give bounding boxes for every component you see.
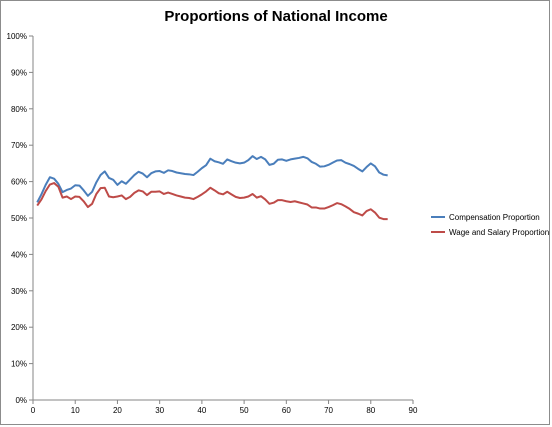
legend-label: Wage and Salary Proportion	[449, 228, 549, 237]
x-tick-label: 0	[31, 406, 36, 415]
x-tick-label: 20	[113, 406, 122, 415]
x-tick-label: 10	[71, 406, 80, 415]
x-tick-label: 60	[282, 406, 291, 415]
axes	[32, 36, 413, 401]
y-axis-ticks: 0% 10% 20% 30% 40% 50% 60% 70% 80% 90% 100%	[7, 32, 33, 405]
y-tick-label: 0%	[15, 396, 27, 405]
legend: Compensation Proportion Wage and Salary P…	[431, 213, 549, 237]
y-tick-label: 30%	[11, 287, 27, 296]
y-tick-label: 40%	[11, 250, 27, 259]
series-lines	[36, 155, 388, 221]
series-line-compensation	[36, 155, 388, 203]
chart-title: Proportions of National Income	[164, 8, 388, 25]
x-tick-label: 70	[324, 406, 333, 415]
x-tick-label: 50	[240, 406, 249, 415]
x-tick-label: 40	[197, 406, 206, 415]
y-tick-label: 70%	[11, 141, 27, 150]
y-tick-label: 90%	[11, 68, 27, 77]
y-tick-label: 20%	[11, 323, 27, 332]
y-tick-label: 100%	[7, 32, 27, 41]
legend-label: Compensation Proportion	[449, 213, 540, 222]
x-tick-label: 90	[409, 406, 418, 415]
y-tick-label: 50%	[11, 214, 27, 223]
x-axis-ticks: 0 10 20 30 40 50 60 70 80 90	[31, 400, 418, 415]
y-tick-label: 60%	[11, 178, 27, 187]
y-tick-label: 80%	[11, 105, 27, 114]
x-tick-label: 30	[155, 406, 164, 415]
y-tick-label: 10%	[11, 360, 27, 369]
x-tick-label: 80	[366, 406, 375, 415]
series-line-wage-salary	[36, 182, 388, 221]
